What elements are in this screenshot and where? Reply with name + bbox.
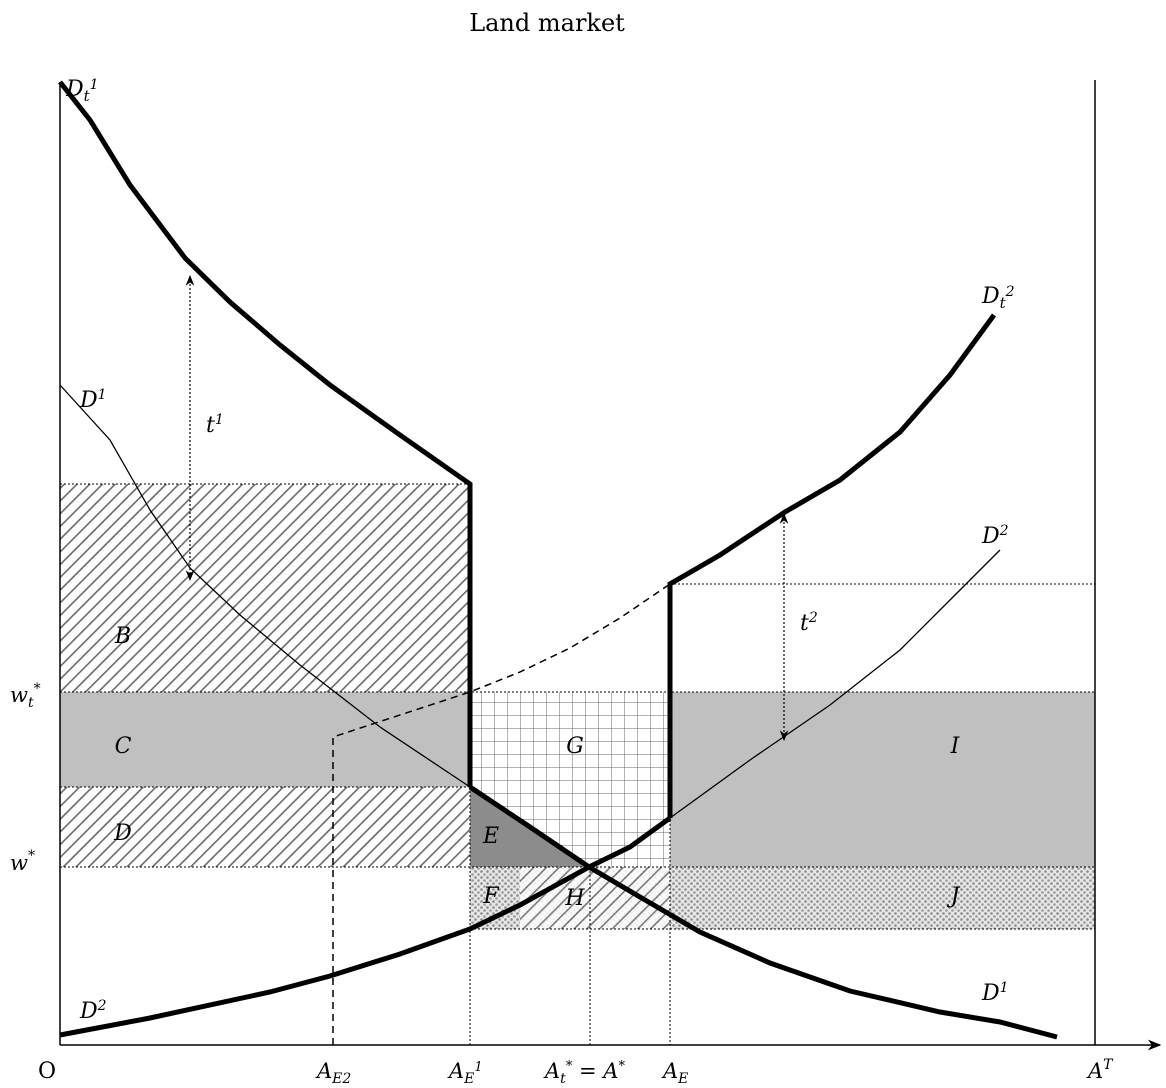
area-label-D: D <box>113 821 132 846</box>
d2-thick-lower <box>59 815 672 1038</box>
d1-thick-lower <box>468 784 1058 1040</box>
d1-thin-curve <box>59 384 471 788</box>
area-B-hatch <box>60 484 470 692</box>
area-label-C: C <box>115 734 132 759</box>
x-label-ae2: AE2 <box>315 1059 351 1087</box>
x-label-ae: AE <box>661 1059 688 1087</box>
area-label-I: I <box>950 734 961 759</box>
label-d2-bottom: D2 <box>79 998 107 1024</box>
dt2-thick-curve <box>667 313 997 818</box>
area-label-J: J <box>947 884 961 909</box>
x-label-ae1: AE1 <box>447 1059 483 1087</box>
diagram-title: Land market <box>469 9 625 37</box>
y-label-wt-star: wt* <box>10 681 41 711</box>
area-label-H: H <box>564 886 585 911</box>
label-dt1: Dt1 <box>65 77 99 105</box>
area-label-B: B <box>114 624 131 649</box>
label-d1-bottom: D1 <box>981 980 1009 1006</box>
area-H-hatch <box>520 867 670 929</box>
area-label-E: E <box>482 824 499 849</box>
label-t1: t1 <box>206 412 224 438</box>
ae2-dashed-boundary <box>332 583 671 1045</box>
area-J-dots <box>670 867 1095 929</box>
label-dt2: Dt2 <box>981 284 1015 312</box>
x-label-at-star: At* = A* <box>543 1059 625 1087</box>
label-d2-top: D2 <box>981 523 1009 549</box>
d2-thin-curve <box>669 549 1001 819</box>
area-D-hatch <box>60 787 470 867</box>
origin-label: O <box>38 1059 56 1084</box>
dt1-thick-curve <box>58 80 473 787</box>
area-C-gray <box>60 692 470 787</box>
y-label-w-star: w* <box>10 848 35 875</box>
area-I-gray <box>670 692 1095 867</box>
label-d1-top: D1 <box>79 387 107 413</box>
x-label-at: AT <box>1086 1057 1114 1083</box>
area-label-G: G <box>566 734 584 759</box>
area-label-F: F <box>482 884 499 909</box>
label-t2: t2 <box>800 610 818 636</box>
region-outlines <box>60 483 1095 1045</box>
